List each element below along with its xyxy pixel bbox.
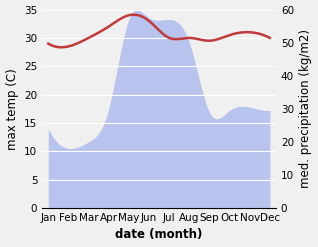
Y-axis label: med. precipitation (kg/m2): med. precipitation (kg/m2) <box>300 29 313 188</box>
X-axis label: date (month): date (month) <box>115 228 203 242</box>
Y-axis label: max temp (C): max temp (C) <box>5 68 18 150</box>
